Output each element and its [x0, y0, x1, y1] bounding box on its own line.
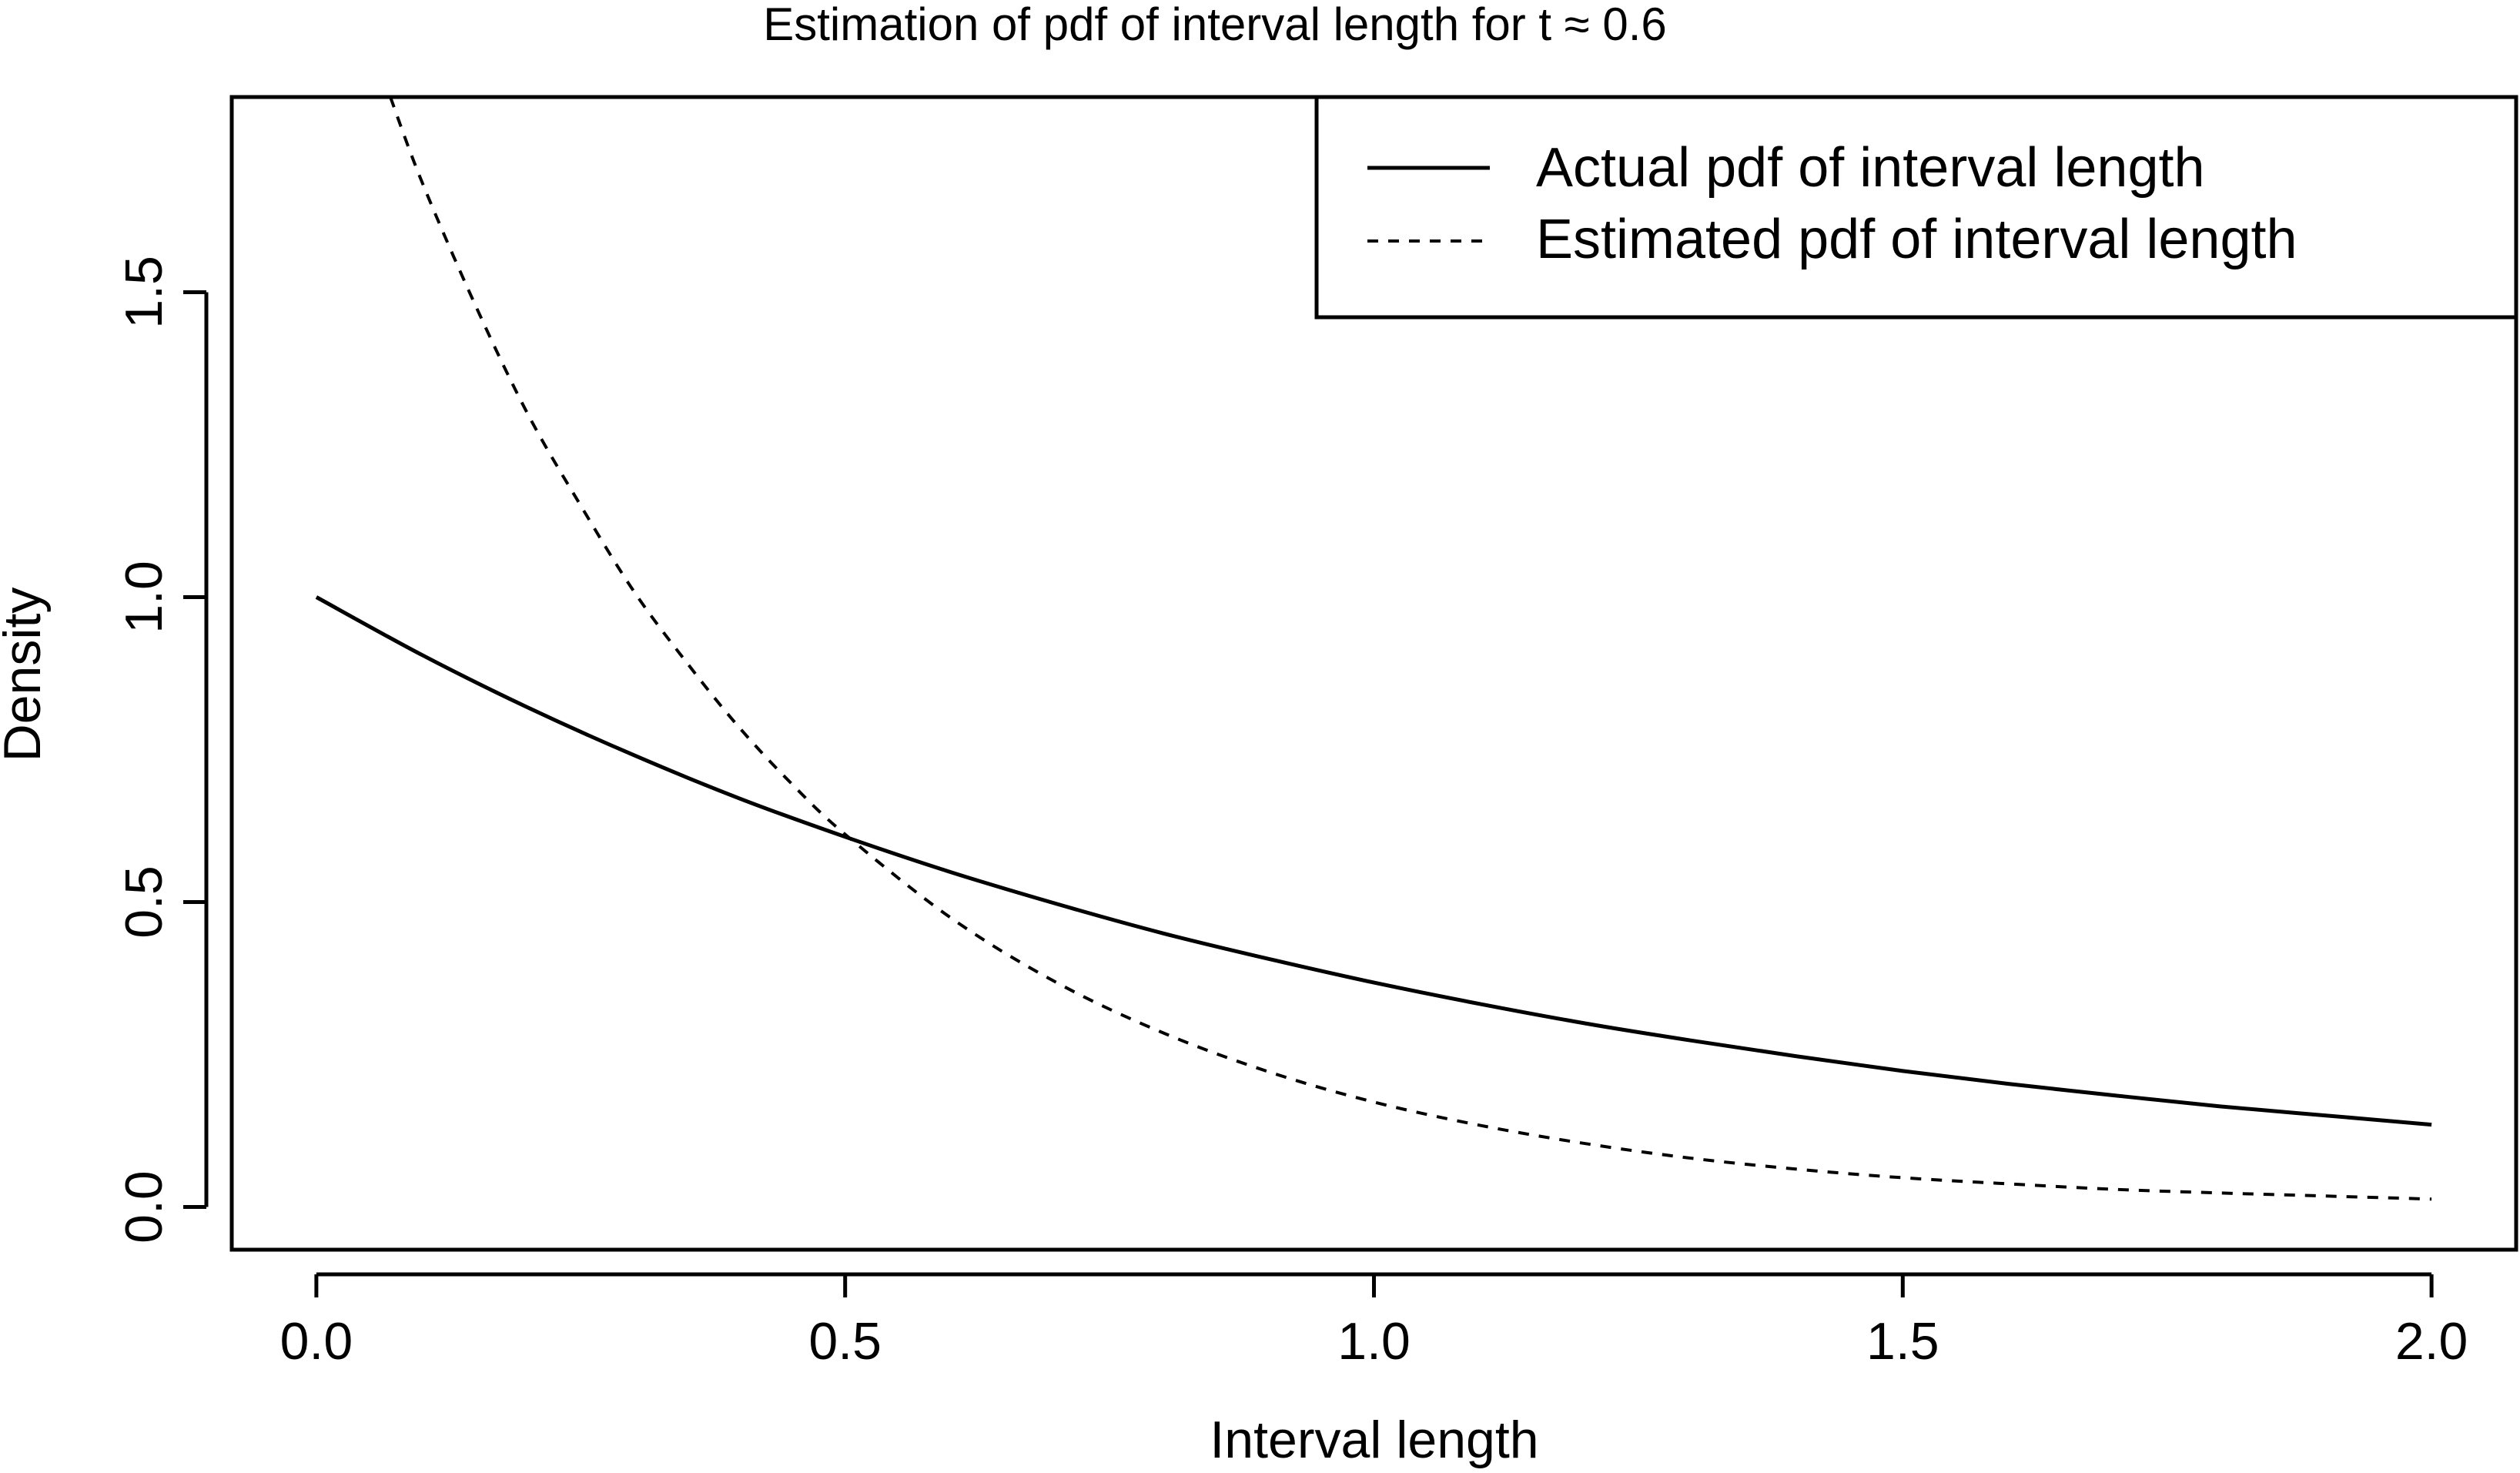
x-tick-label: 0.0	[280, 1312, 353, 1371]
y-tick-label: 1.0	[115, 561, 173, 634]
x-tick-label: 0.5	[808, 1312, 882, 1371]
series-line-actual	[315, 595, 2432, 1127]
x-tick-label: 1.5	[1866, 1312, 1939, 1371]
y-axis: 0.0 0.5 1.0 1.5	[115, 256, 209, 1244]
x-axis-label: Interval length	[1210, 1411, 1538, 1469]
legend-box	[1314, 95, 2518, 320]
y-tick-label: 1.5	[115, 256, 173, 329]
y-tick-label: 0.0	[115, 1170, 173, 1244]
x-axis: 0.0 0.5 1.0 1.5 2.0	[280, 1272, 2468, 1371]
y-axis-label: Density	[0, 588, 52, 762]
legend-label-actual: Actual pdf of interval length	[1536, 137, 2205, 199]
x-tick-label: 2.0	[2395, 1312, 2468, 1371]
legend: Actual pdf of interval length Estimated …	[1314, 95, 2518, 320]
legend-label-estimated: Estimated pdf of interval length	[1536, 209, 2297, 270]
x-tick-label: 1.0	[1337, 1312, 1411, 1371]
chart-title: Estimation of pdf of interval length for…	[763, 0, 1667, 50]
y-tick-label: 0.5	[115, 865, 173, 939]
series-layer	[315, 97, 2432, 1201]
series-line-estimated	[389, 97, 2432, 1201]
